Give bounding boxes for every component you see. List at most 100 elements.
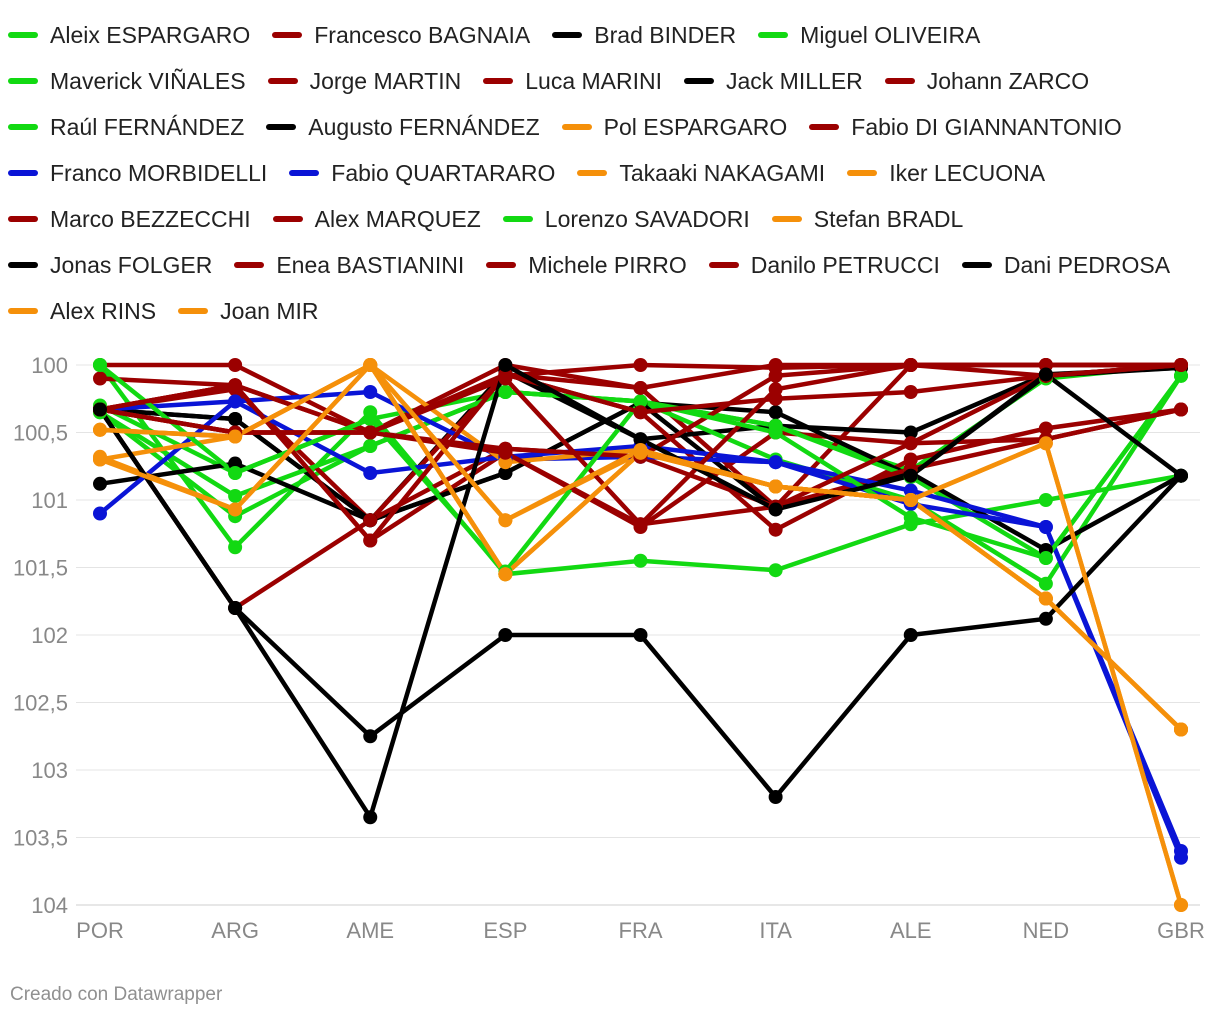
x-tick-label: NED: [1023, 918, 1069, 943]
legend-item-raul-fernandez: Raúl FERNÁNDEZ: [8, 104, 244, 150]
y-tick-label: 100: [31, 353, 68, 378]
legend-item-lorenzo-savadori: Lorenzo SAVADORI: [502, 196, 750, 242]
legend-swatch: [502, 216, 533, 222]
legend-swatch: [561, 124, 592, 130]
y-tick-label: 103: [31, 758, 68, 783]
point-alex-rins-arg: [228, 429, 243, 444]
point-lorenzo-savadori-fra: [633, 394, 648, 409]
x-axis: POR ARG AME ESP FRA ITA ALE NED GBR: [76, 918, 1205, 943]
point-danilo-petrucci-gbr: [1174, 358, 1188, 372]
point-miguel-oliveira-ita: [768, 563, 783, 578]
legend-label: Franco MORBIDELLI: [50, 159, 268, 186]
x-tick-label: ITA: [759, 918, 792, 943]
legend-swatch: [272, 32, 303, 38]
legend-swatch: [8, 308, 38, 314]
point-lorenzo-savadori-gbr: [1174, 368, 1188, 383]
point-michele-pirro-ale: [903, 436, 918, 451]
point-fabio-quartararo-ita: [768, 455, 783, 470]
point-jonas-folger-ita: [768, 790, 783, 804]
x-tick-label: ALE: [890, 918, 932, 943]
point-jonas-folger-fra: [633, 628, 648, 642]
legend-label: Lorenzo SAVADORI: [544, 205, 750, 232]
y-axis: 100 100,5 101 101,5 102 102,5 103 103,5 104: [13, 353, 68, 918]
x-tick-label: ESP: [483, 918, 527, 943]
legend-swatch: [771, 216, 802, 222]
point-jonas-folger-ned: [1038, 611, 1053, 626]
point-fabio-quartararo-gbr: [1174, 850, 1188, 865]
point-johann-zarco-fra: [633, 358, 648, 372]
legend-swatch: [8, 124, 38, 130]
x-tick-label: FRA: [619, 918, 663, 943]
point-danilo-petrucci-fra: [633, 380, 648, 395]
legend-label: Pol ESPARGARO: [603, 113, 788, 140]
point-augusto-fernandez-por: [93, 476, 107, 491]
point-joan-mir-arg: [228, 502, 243, 517]
x-tick-label: AME: [346, 918, 394, 943]
legend-label: Fabio QUARTARARO: [331, 159, 556, 186]
line-chart: POR ARG AME ESP FRA ITA ALE NED GBR 100100,51011…: [13, 353, 1205, 943]
point-miguel-oliveira-arg: [228, 540, 243, 555]
legend-label: Alex MARQUEZ: [314, 205, 481, 232]
legend-item-danilo-petrucci: Danilo PETRUCCI: [708, 242, 940, 288]
legend-label: Johann ZARCO: [926, 67, 1090, 94]
point-danilo-petrucci-ale: [903, 358, 918, 372]
legend-swatch: [847, 170, 878, 176]
legend-label: Iker LECUONA: [889, 159, 1046, 186]
point-lorenzo-savadori-ned: [1038, 551, 1053, 566]
legend-label: Alex RINS: [50, 297, 157, 324]
legend-item-brad-binder: Brad BINDER: [552, 12, 736, 58]
legend-swatch: [884, 78, 915, 84]
point-dani-pedrosa-ned: [1038, 367, 1053, 382]
point-joan-mir-ned: [1038, 591, 1053, 606]
point-miguel-oliveira-ned: [1038, 493, 1053, 507]
point-dani-pedrosa-ita: [768, 502, 783, 517]
legend-item-maverick-vinales: Maverick VIÑALES: [8, 58, 246, 104]
point-enea-bastianini-ale: [903, 385, 918, 399]
point-brad-binder-ale: [903, 425, 918, 440]
x-tick-label: GBR: [1157, 918, 1205, 943]
legend-label: Michele PIRRO: [528, 251, 687, 278]
legend-item-dani-pedrosa: Dani PEDROSA: [961, 242, 1170, 288]
legend-swatch: [272, 216, 303, 222]
point-alex-rins-por: [93, 422, 107, 437]
legend: Aleix ESPARGARO Francesco BAGNAIA Brad BIN…: [8, 12, 1208, 334]
y-tick-label: 104: [31, 893, 68, 918]
point-enea-bastianini-ame: [363, 533, 378, 548]
series-points: [93, 358, 1188, 912]
legend-swatch: [289, 170, 320, 176]
legend-label: Raúl FERNÁNDEZ: [50, 113, 245, 140]
point-jack-miller-ita: [768, 405, 783, 420]
point-danilo-petrucci-ita: [768, 358, 783, 372]
point-dani-pedrosa-por: [93, 402, 107, 417]
x-tick-label: POR: [76, 918, 124, 943]
point-dani-pedrosa-ale: [903, 468, 918, 483]
point-dani-pedrosa-ame: [363, 810, 378, 825]
point-jonas-folger-esp: [498, 628, 513, 642]
legend-swatch: [8, 262, 38, 268]
legend-item-takaaki-nakagami: Takaaki NAKAGAMI: [577, 150, 825, 196]
point-lorenzo-savadori-arg: [228, 466, 243, 480]
point-joan-mir-ame: [363, 358, 378, 372]
legend-swatch: [758, 32, 789, 38]
y-tick-label: 101,5: [13, 556, 68, 581]
legend-item-miguel-oliveira: Miguel OLIVEIRA: [758, 12, 980, 58]
legend-item-jorge-martin: Jorge MARTIN: [267, 58, 461, 104]
point-enea-bastianini-ita: [768, 391, 783, 406]
legend-label: Brad BINDER: [594, 21, 737, 48]
point-lorenzo-savadori-ita: [768, 425, 783, 440]
footer-credit: Creado con Datawrapper: [10, 984, 223, 1005]
point-dani-pedrosa-fra: [633, 432, 648, 447]
point-raul-fernandez-arg: [228, 488, 243, 503]
legend-label: Maverick VIÑALES: [50, 67, 246, 94]
point-fabio-quartararo-ame: [363, 466, 378, 480]
legend-label: Jack MILLER: [726, 67, 863, 94]
legend-swatch: [267, 78, 298, 84]
legend-swatch: [266, 124, 297, 130]
legend-item-jonas-folger: Jonas FOLGER: [8, 242, 212, 288]
legend-item-alex-marquez: Alex MARQUEZ: [272, 196, 481, 242]
point-alex-rins-ned: [1038, 436, 1053, 451]
legend-swatch: [178, 308, 209, 314]
point-jonas-folger-ale: [903, 628, 918, 642]
point-franco-morbidelli-ame: [363, 385, 378, 399]
legend-item-marco-bezzecchi: Marco BEZZECCHI: [8, 196, 251, 242]
